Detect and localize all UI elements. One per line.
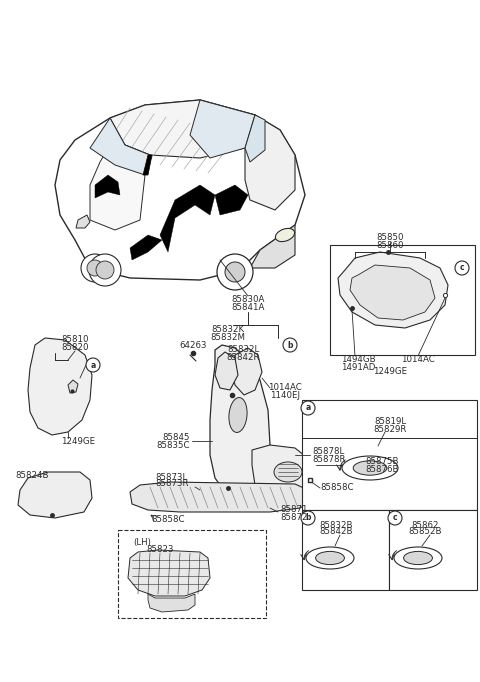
Text: 85858C: 85858C [151,516,185,524]
Polygon shape [252,445,315,500]
Text: 85878R: 85878R [312,454,346,464]
Polygon shape [350,265,435,320]
Text: 85823: 85823 [146,546,174,554]
Text: c: c [393,514,397,522]
Bar [389,510,477,590]
Text: 85878L: 85878L [312,447,344,456]
Bar [330,245,475,355]
Text: 85876B: 85876B [365,464,398,473]
Ellipse shape [394,547,442,569]
Circle shape [87,260,103,276]
Text: 85871: 85871 [280,505,308,514]
Circle shape [89,254,121,286]
Text: 85819L: 85819L [374,417,406,426]
Circle shape [283,338,297,352]
Polygon shape [143,155,152,175]
Ellipse shape [316,552,345,565]
Text: 85872: 85872 [280,512,308,522]
Text: 85842B: 85842B [319,527,353,537]
Text: 1014AC: 1014AC [401,355,435,364]
Circle shape [217,254,253,290]
Polygon shape [110,100,255,158]
Text: 85832B: 85832B [319,520,353,529]
Ellipse shape [342,456,398,480]
Text: 85830A: 85830A [231,295,264,304]
Text: 85862: 85862 [411,520,439,529]
Text: 85852B: 85852B [408,527,442,537]
Text: 1494GB: 1494GB [341,355,375,364]
Polygon shape [76,215,90,228]
Text: 85845: 85845 [163,434,190,443]
Circle shape [388,511,402,525]
Text: 1014AC: 1014AC [268,383,302,393]
Circle shape [301,511,315,525]
Polygon shape [245,115,265,162]
Polygon shape [68,380,78,393]
Text: 85850: 85850 [376,233,404,243]
Polygon shape [215,352,238,390]
Text: 1140EJ: 1140EJ [270,391,300,400]
Polygon shape [18,472,92,518]
Text: 85829R: 85829R [373,424,407,434]
Text: 85832M: 85832M [211,333,245,342]
Text: 1249GE: 1249GE [373,368,407,376]
Text: 85873L: 85873L [156,473,188,481]
Circle shape [86,358,100,372]
Bar [302,400,477,510]
Text: 85820: 85820 [61,342,89,351]
Text: 1491AD: 1491AD [341,363,375,372]
Ellipse shape [306,547,354,569]
Polygon shape [250,225,295,268]
Circle shape [225,262,245,282]
Bar [118,530,266,618]
Text: 85842R: 85842R [226,353,260,361]
Text: a: a [90,361,96,370]
Polygon shape [245,115,295,210]
Polygon shape [128,550,210,596]
Text: 85824B: 85824B [15,471,49,479]
Polygon shape [130,482,310,512]
Text: (LH): (LH) [133,539,151,548]
Text: 85841A: 85841A [231,303,264,312]
Polygon shape [95,175,120,198]
Ellipse shape [353,461,387,475]
Polygon shape [90,145,150,230]
Polygon shape [210,345,270,498]
Text: c: c [460,263,464,273]
Text: 1249GE: 1249GE [61,437,95,447]
Bar [302,510,389,590]
Text: b: b [287,340,293,349]
Circle shape [301,401,315,415]
Polygon shape [232,348,262,395]
Polygon shape [148,594,195,612]
Text: 85832L: 85832L [227,346,259,355]
Polygon shape [190,100,255,158]
Ellipse shape [276,228,295,241]
Ellipse shape [229,398,247,432]
Text: 85858C: 85858C [320,484,353,492]
Text: 85810: 85810 [61,336,89,344]
Text: b: b [305,514,311,522]
Polygon shape [55,100,305,280]
Polygon shape [215,185,248,215]
Polygon shape [160,185,215,252]
Circle shape [81,254,109,282]
Text: a: a [305,404,311,413]
Polygon shape [338,252,448,328]
Polygon shape [28,338,92,435]
Text: 85860: 85860 [376,241,404,250]
Ellipse shape [274,462,302,482]
Text: 85873R: 85873R [155,479,189,488]
Circle shape [96,261,114,279]
Ellipse shape [404,552,432,565]
Polygon shape [130,235,162,260]
Text: 64263: 64263 [179,340,207,349]
Circle shape [455,261,469,275]
Text: 85875B: 85875B [365,458,398,466]
Text: 85835C: 85835C [156,441,190,449]
Text: 85832K: 85832K [211,325,245,334]
Polygon shape [90,118,150,175]
